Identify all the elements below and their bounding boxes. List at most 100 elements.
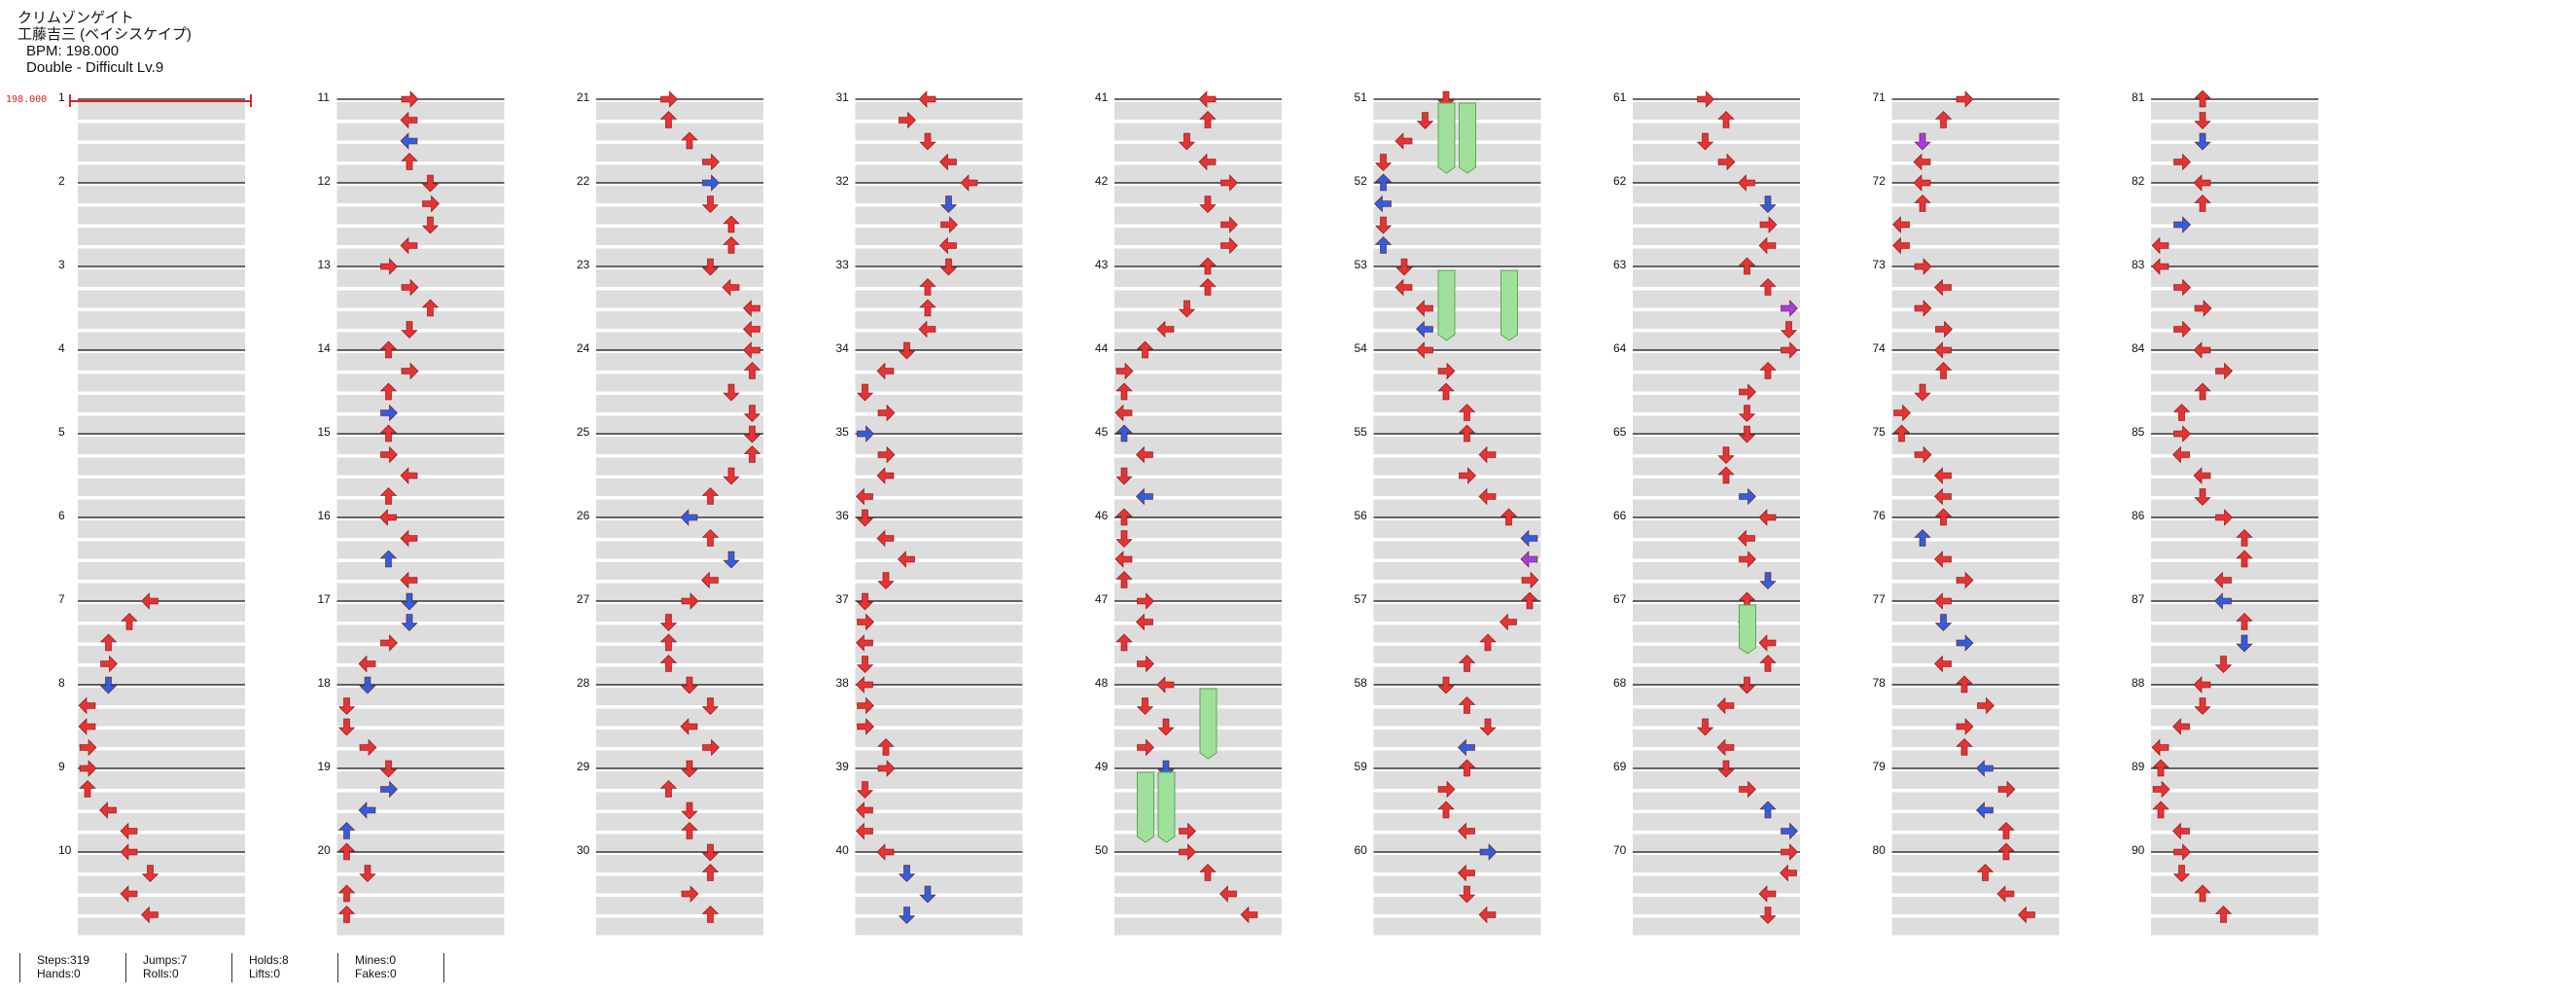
step-arrow-icon xyxy=(1521,591,1538,610)
step-arrow-icon xyxy=(2172,718,2190,735)
measure-number: 46 xyxy=(1095,509,1109,522)
step-arrow-icon xyxy=(743,425,761,444)
measure-number: 1 xyxy=(58,90,65,104)
beat-band xyxy=(596,813,763,831)
beat-band xyxy=(78,186,245,203)
step-arrow-icon xyxy=(681,676,698,694)
beat-band xyxy=(855,708,1023,727)
beat-band xyxy=(1373,332,1541,350)
step-arrow-icon xyxy=(379,509,397,526)
beat-band xyxy=(1891,813,2060,831)
beat-band xyxy=(1114,248,1282,267)
beat-band xyxy=(1373,290,1541,308)
beat-band xyxy=(1114,855,1282,872)
beat-band xyxy=(596,708,763,727)
beat-band xyxy=(78,457,245,476)
beat-band xyxy=(596,646,763,663)
measure-number: 31 xyxy=(835,90,849,104)
beat-band xyxy=(1114,834,1282,852)
measure-number: 19 xyxy=(317,760,331,773)
beat-band xyxy=(336,228,505,245)
step-arrow-icon xyxy=(78,718,96,735)
step-arrow-icon xyxy=(701,864,720,881)
beat-band xyxy=(855,353,1023,371)
beat-band xyxy=(2151,164,2318,183)
beat-band xyxy=(855,771,1023,789)
step-arrow-icon xyxy=(681,801,698,820)
beat-band xyxy=(2151,604,2318,622)
step-arrow-icon xyxy=(1240,906,1258,924)
measure-number: 53 xyxy=(1354,258,1367,271)
step-arrow-icon xyxy=(1697,90,1714,108)
beat-band xyxy=(78,750,245,768)
step-arrow-icon xyxy=(877,738,895,756)
step-arrow-icon xyxy=(1458,404,1476,421)
step-arrow-icon xyxy=(1956,718,1974,735)
measure-number: 57 xyxy=(1354,592,1367,606)
beat-band xyxy=(2151,332,2318,350)
step-arrow-icon xyxy=(2173,320,2191,338)
step-arrow-icon xyxy=(1717,111,1735,128)
step-arrow-icon xyxy=(1913,153,1931,171)
step-arrow-icon xyxy=(1759,655,1777,672)
step-arrow-icon xyxy=(1758,885,1777,903)
beat-band xyxy=(1114,897,1282,914)
step-arrow-icon xyxy=(701,697,720,715)
beat-band xyxy=(1373,897,1541,914)
step-arrow-icon xyxy=(401,614,418,631)
step-arrow-icon xyxy=(401,362,419,380)
step-arrow-icon xyxy=(919,885,936,904)
step-arrow-icon xyxy=(1913,174,1931,192)
beat-band xyxy=(1373,102,1541,120)
measure-number: 71 xyxy=(1872,90,1886,104)
step-arrow-icon xyxy=(421,174,440,193)
beat-band xyxy=(1373,520,1541,538)
step-arrow-icon xyxy=(2236,550,2253,568)
measure-number: 21 xyxy=(577,90,590,104)
beat-band xyxy=(1373,353,1541,371)
beat-band xyxy=(1114,688,1282,705)
step-arrow-icon xyxy=(1914,132,1931,151)
beat-band xyxy=(1891,834,2060,852)
step-arrow-icon xyxy=(877,572,895,589)
step-arrow-icon xyxy=(2194,132,2211,151)
step-arrow-icon xyxy=(701,843,720,862)
beat-band xyxy=(1114,353,1282,371)
step-arrow-icon xyxy=(1395,258,1413,276)
step-arrow-icon xyxy=(1374,173,1393,192)
beat-band xyxy=(2151,353,2318,371)
step-arrow-icon xyxy=(701,196,720,213)
step-arrow-icon xyxy=(1716,738,1735,757)
beat-band xyxy=(1373,688,1541,705)
beat-band xyxy=(1373,646,1541,663)
step-arrow-icon xyxy=(1520,551,1538,568)
beat-band xyxy=(1114,415,1282,434)
measure-number: 76 xyxy=(1872,509,1886,522)
beat-band xyxy=(1373,415,1541,434)
beat-band xyxy=(1114,646,1282,663)
beat-band xyxy=(78,834,245,852)
hold-note xyxy=(1500,269,1518,341)
step-arrow-icon xyxy=(1914,258,1932,275)
beat-band xyxy=(78,604,245,622)
step-arrow-icon xyxy=(1781,300,1798,317)
step-arrow-icon xyxy=(1914,195,1931,212)
beat-band xyxy=(596,437,763,454)
beat-band xyxy=(1891,604,2060,622)
step-arrow-icon xyxy=(939,196,958,213)
step-arrow-icon xyxy=(2214,571,2232,589)
step-arrow-icon xyxy=(939,236,957,255)
measure-number: 79 xyxy=(1872,760,1886,773)
measure-number: 49 xyxy=(1095,760,1109,773)
step-arrow-icon xyxy=(2236,613,2253,630)
chart-stats: Steps:319 Hands:0 Jumps:7 Rolls:0 Holds:… xyxy=(19,953,444,982)
hold-note xyxy=(1137,771,1154,843)
beat-band xyxy=(1891,206,2060,225)
step-arrow-icon xyxy=(701,258,720,276)
measure-number: 39 xyxy=(835,760,849,773)
step-arrow-icon xyxy=(1198,90,1217,108)
step-arrow-icon xyxy=(1136,487,1153,506)
step-arrow-icon xyxy=(2215,509,2233,526)
beat-band xyxy=(1891,186,2060,203)
beat-band xyxy=(596,186,763,203)
